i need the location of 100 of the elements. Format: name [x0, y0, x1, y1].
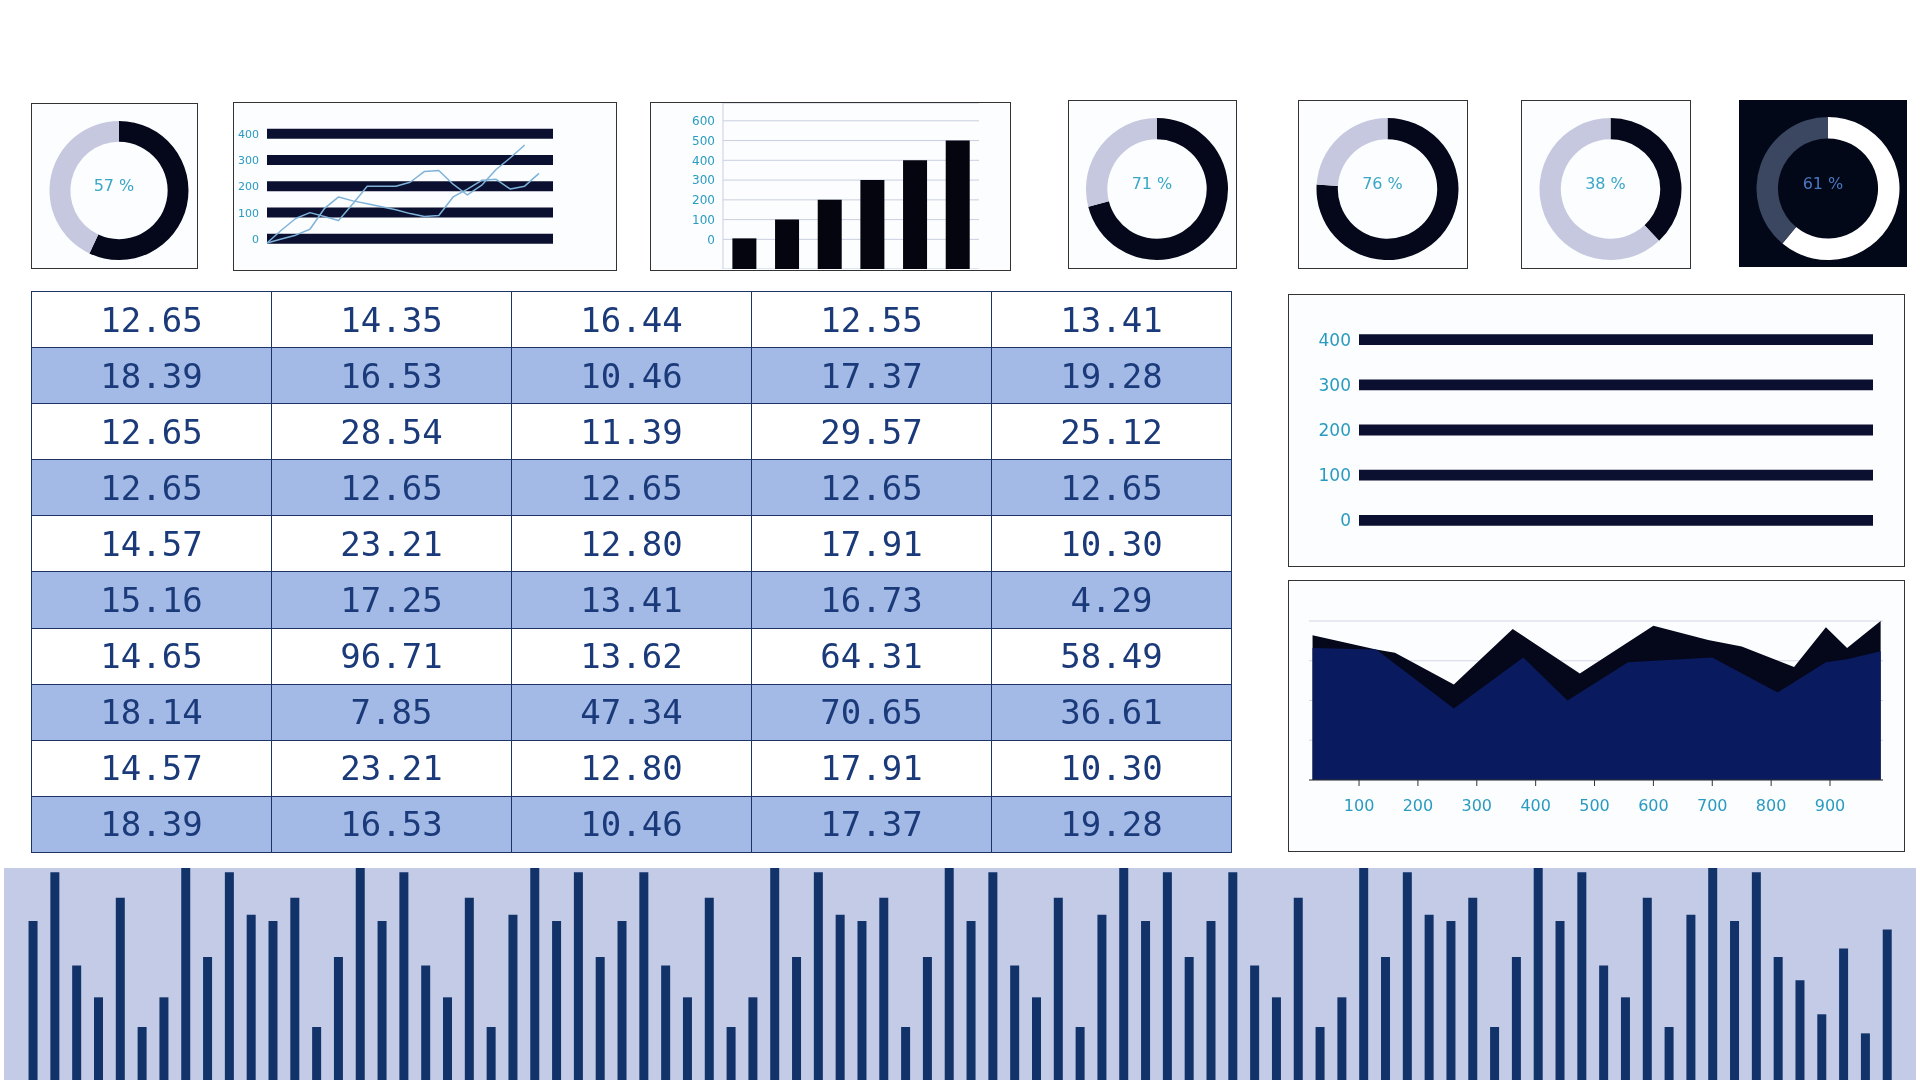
text: 47.34 [580, 692, 683, 733]
x-tick-label: 300 [1461, 796, 1493, 816]
donut-slice [1756, 117, 1828, 244]
text: 58.49 [1060, 636, 1163, 677]
bar [1119, 868, 1129, 1080]
bar [945, 140, 970, 269]
bar [732, 238, 757, 269]
bar [203, 957, 213, 1080]
bar [181, 868, 191, 1080]
text: 12.65 [580, 467, 683, 508]
bar [1184, 957, 1194, 1080]
text: 10.46 [580, 804, 683, 845]
bar [704, 897, 714, 1080]
text: 12.80 [580, 748, 683, 789]
donut-slice [1088, 118, 1228, 260]
bar [443, 997, 453, 1080]
y-tick-label: 0 [252, 232, 259, 246]
bar [421, 965, 431, 1080]
text: 4.29 [1070, 580, 1153, 621]
bar [355, 868, 365, 1080]
text: 12.65 [1060, 467, 1163, 508]
bar [1359, 868, 1369, 1080]
bar [860, 180, 885, 269]
donut-slice [89, 121, 189, 260]
text: 71 % [1131, 174, 1173, 193]
y-tick-label: 100 [238, 206, 259, 220]
bar [1010, 965, 1020, 1080]
bar [775, 219, 800, 269]
y-tick-label: 100 [1318, 465, 1351, 486]
text: 13.62 [580, 636, 683, 677]
text: 12.65 [820, 467, 923, 508]
y-tick-label: 200 [1318, 420, 1351, 441]
text: 14.35 [340, 299, 443, 340]
bar [1533, 868, 1543, 1080]
bar [988, 872, 998, 1080]
bar [1620, 997, 1630, 1080]
bar [1162, 872, 1172, 1080]
text: 10.30 [1060, 748, 1163, 789]
bar [377, 921, 387, 1080]
text: 61 % [1802, 173, 1844, 193]
text: 11.39 [580, 411, 683, 452]
bar [1839, 948, 1849, 1080]
text: 14.57 [100, 523, 203, 564]
bar [1075, 1027, 1085, 1080]
bar [1817, 1014, 1827, 1080]
bar [1882, 929, 1892, 1080]
text: 96.71 [340, 636, 443, 677]
bar [617, 921, 627, 1080]
bar [1642, 897, 1652, 1080]
text: 12.65 [100, 467, 203, 508]
text: 17.37 [820, 355, 923, 396]
text: 12.80 [580, 523, 683, 564]
text: 18.39 [100, 355, 203, 396]
y-tick-label: 500 [692, 133, 715, 148]
text: 18.14 [100, 692, 203, 733]
text: 38 % [1585, 174, 1626, 193]
bar [1751, 872, 1761, 1080]
text: 18.39 [100, 804, 203, 845]
bar [1860, 1033, 1870, 1080]
text: 23.21 [340, 748, 443, 789]
bar [813, 872, 823, 1080]
bar [1228, 872, 1238, 1080]
bar [137, 1027, 147, 1080]
bar [50, 872, 60, 1080]
text: 29.57 [820, 411, 923, 452]
y-tick-label: 600 [692, 114, 715, 129]
bar [399, 872, 409, 1080]
bar [72, 965, 82, 1080]
bar [1490, 1027, 1500, 1080]
bar [508, 914, 518, 1080]
text: 12.55 [820, 299, 923, 340]
donut-slice [1539, 118, 1660, 260]
bar [224, 872, 234, 1080]
bar [639, 872, 649, 1080]
bar [1424, 914, 1434, 1080]
text: 19.28 [1060, 804, 1163, 845]
bar [486, 1027, 496, 1080]
bar [464, 897, 474, 1080]
x-tick-label: 900 [1814, 796, 1846, 816]
bar [1053, 897, 1063, 1080]
bar [770, 868, 780, 1080]
text: 17.25 [340, 580, 443, 621]
bar [1468, 897, 1478, 1080]
bar [1511, 957, 1521, 1080]
donut-slice [1316, 118, 1459, 260]
y-tick-label: 200 [692, 193, 715, 208]
y-tick-label: 400 [1318, 329, 1351, 350]
bar [792, 957, 802, 1080]
bar [1708, 868, 1718, 1080]
bar [1402, 872, 1412, 1080]
bar [1141, 921, 1151, 1080]
x-tick-label: 400 [1520, 796, 1551, 816]
text: 23.21 [340, 523, 443, 564]
text: 17.37 [820, 804, 923, 845]
text: 13.41 [1060, 299, 1163, 340]
text: 36.61 [1060, 692, 1163, 733]
bar [246, 914, 256, 1080]
bar [1773, 957, 1783, 1080]
y-tick-label: 200 [238, 180, 259, 194]
text: 16.73 [820, 580, 923, 621]
